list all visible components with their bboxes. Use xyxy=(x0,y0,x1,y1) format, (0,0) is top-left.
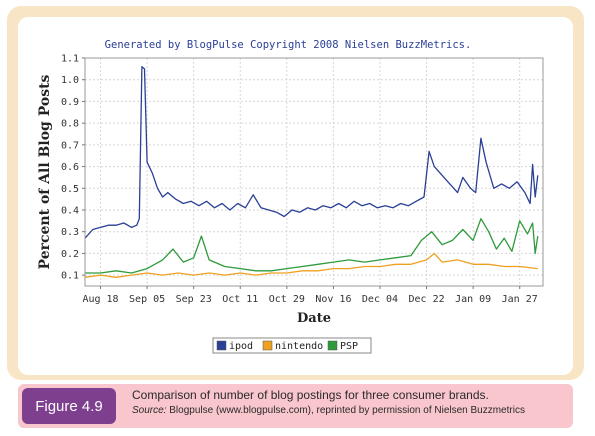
y-tick-label: 0.3 xyxy=(61,227,79,238)
chart-panel xyxy=(18,17,573,375)
y-tick-label: 0.2 xyxy=(61,249,79,260)
caption-source: Source: Blogpulse (www.blogpulse.com), r… xyxy=(132,404,570,418)
y-tick-label: 0.9 xyxy=(61,97,79,108)
legend-label-PSP: PSP xyxy=(340,341,358,352)
x-tick-label: Oct 11 xyxy=(222,294,258,305)
x-tick-label: Jan 09 xyxy=(455,294,491,305)
legend-swatch-ipod xyxy=(216,340,227,351)
x-axis-label: Date xyxy=(297,311,331,326)
y-axis-ticks: 0.1 0.2 0.3 0.4 0.5 0.6 0.7 0.8 0.9 1.0 1.1 xyxy=(61,54,85,282)
x-tick-label: Sep 23 xyxy=(176,294,212,305)
y-tick-label: 0.4 xyxy=(61,206,79,217)
series-line-PSP xyxy=(85,218,539,274)
source-text: Blogpulse (www.blogpulse.com), reprinted… xyxy=(169,405,525,416)
y-tick-label: 1.1 xyxy=(61,54,79,65)
legend-swatch-nintendo xyxy=(262,340,273,351)
y-tick-label: 1.0 xyxy=(61,75,79,86)
line-chart: Generated by BlogPulse Copyright 2008 Ni… xyxy=(37,39,544,354)
x-tick-label: Sep 05 xyxy=(129,294,165,305)
caption: Comparison of number of blog postings fo… xyxy=(132,386,570,418)
y-tick-label: 0.8 xyxy=(61,119,79,130)
legend-label-nintendo: nintendo xyxy=(275,341,323,352)
series-layer xyxy=(84,66,539,278)
series-line-ipod xyxy=(84,66,539,239)
caption-text: Comparison of number of blog postings fo… xyxy=(132,388,489,402)
x-tick-label: Dec 04 xyxy=(362,294,398,305)
y-tick-label: 0.6 xyxy=(61,162,79,173)
y-axis-label: Percent of All Blog Posts xyxy=(37,74,53,269)
legend: ipod nintendo PSP xyxy=(212,337,372,354)
legend-label-ipod: ipod xyxy=(229,341,253,352)
y-tick-label: 0.1 xyxy=(61,271,79,282)
x-axis-ticks: Aug 18 Sep 05 Sep 23 Oct 11 Oct 29 Nov 16 Dec … xyxy=(82,286,538,305)
chart-title: Generated by BlogPulse Copyright 2008 Ni… xyxy=(105,39,472,51)
x-tick-label: Nov 16 xyxy=(315,294,351,305)
figure-label: Figure 4.9 xyxy=(22,388,116,424)
x-tick-label: Jan 27 xyxy=(502,294,538,305)
y-tick-label: 0.5 xyxy=(61,184,79,195)
x-tick-label: Dec 22 xyxy=(408,294,444,305)
plot-area-border xyxy=(84,57,544,287)
legend-swatch-PSP xyxy=(327,340,338,351)
x-tick-label: Aug 18 xyxy=(82,294,118,305)
y-tick-label: 0.7 xyxy=(61,140,79,151)
grid xyxy=(85,57,543,286)
x-tick-label: Oct 29 xyxy=(269,294,305,305)
series-line-nintendo xyxy=(84,252,538,278)
source-lead: Source: xyxy=(132,405,167,416)
